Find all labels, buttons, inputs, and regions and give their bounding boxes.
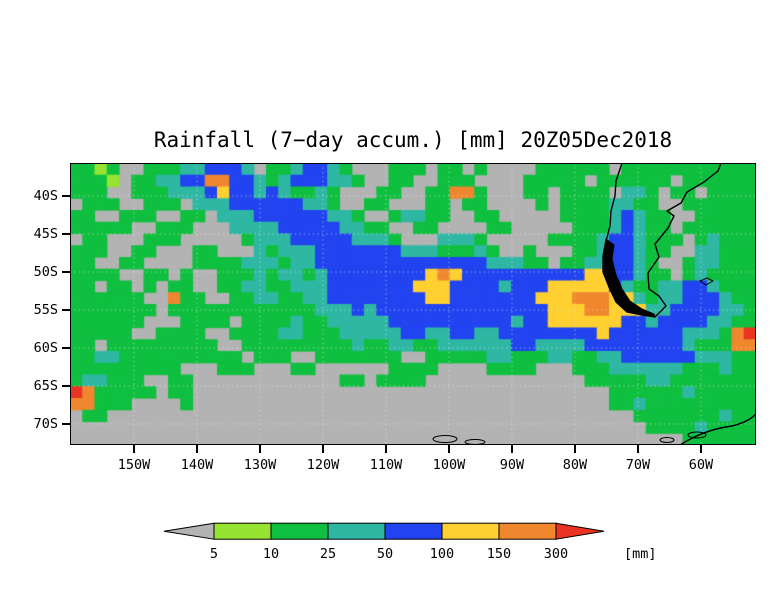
lon-tick-mark — [637, 445, 639, 453]
lon-tick-mark — [448, 445, 450, 453]
lon-tick-label: 150W — [117, 457, 151, 473]
lon-tick-mark — [259, 445, 261, 453]
colorbar-level-label: 5 — [210, 546, 218, 562]
lat-tick-mark — [62, 195, 70, 197]
lon-tick-mark — [385, 445, 387, 453]
colorbar-level-label: 150 — [487, 546, 511, 562]
lat-tick-label: 40S — [33, 188, 58, 204]
colorbar-segment — [384, 522, 443, 540]
lon-tick-label: 70W — [625, 457, 651, 473]
colorbar-segment — [498, 522, 557, 540]
lat-tick-mark — [62, 233, 70, 235]
colorbar-level-label: 100 — [430, 546, 454, 562]
lat-tick-label: 50S — [33, 264, 58, 280]
map-plot-area: 40S 45S 50S 55S 60S 65S 70S 150W 140W 130W 120W 110… — [34, 163, 756, 473]
lon-tick-label: 110W — [369, 457, 403, 473]
colorbar-above-arrow — [555, 522, 605, 540]
colorbar-unit-label: [mm] — [624, 546, 657, 562]
lat-tick-mark — [62, 271, 70, 273]
colorbar: 5 10 25 50 100 150 300 [mm] — [163, 522, 657, 562]
colorbar-level-label: 300 — [544, 546, 568, 562]
lon-tick-mark — [574, 445, 576, 453]
colorbar-level-label: 10 — [263, 546, 279, 562]
lat-tick-label: 60S — [33, 340, 58, 356]
chart-title: Rainfall (7−day accum.) [mm] 20Z05Dec201… — [153, 128, 673, 152]
lon-tick-label: 90W — [499, 457, 525, 473]
lon-tick-mark — [196, 445, 198, 453]
lat-tick-label: 45S — [33, 226, 58, 242]
lat-tick-label: 70S — [33, 416, 58, 432]
lat-tick-mark — [62, 385, 70, 387]
lat-tick-label: 65S — [33, 378, 58, 394]
colorbar-segment — [327, 522, 386, 540]
lon-tick-mark — [322, 445, 324, 453]
lon-tick-label: 120W — [306, 457, 340, 473]
colorbar-segment — [213, 522, 272, 540]
lon-tick-label: 100W — [432, 457, 466, 473]
lat-tick-mark — [62, 423, 70, 425]
lon-tick-label: 60W — [688, 457, 714, 473]
lon-tick-label: 80W — [562, 457, 588, 473]
lon-tick-label: 130W — [243, 457, 277, 473]
colorbar-below-arrow — [163, 522, 215, 540]
lat-tick-mark — [62, 309, 70, 311]
colorbar-level-label: 50 — [377, 546, 393, 562]
lat-tick-label: 55S — [33, 302, 58, 318]
lon-tick-label: 140W — [180, 457, 214, 473]
colorbar-level-label: 25 — [320, 546, 336, 562]
lon-tick-mark — [700, 445, 702, 453]
lon-tick-mark — [133, 445, 135, 453]
colorbar-segment — [441, 522, 500, 540]
lon-tick-mark — [511, 445, 513, 453]
lat-tick-mark — [62, 347, 70, 349]
precipitation-field-canvas — [70, 163, 756, 445]
colorbar-segment — [270, 522, 329, 540]
